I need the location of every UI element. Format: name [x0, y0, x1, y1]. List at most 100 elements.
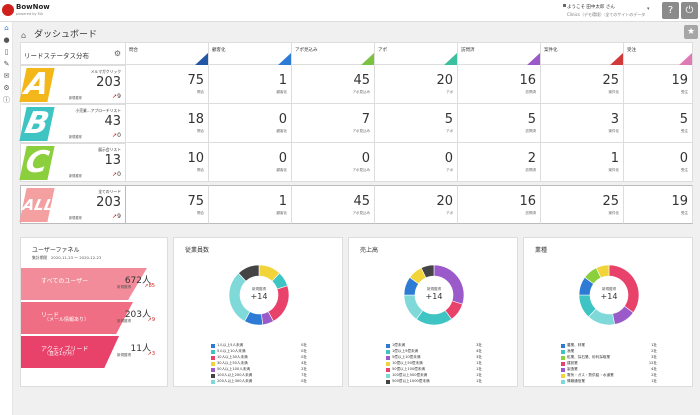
legend-item[interactable]: 5人以上10人未満 0社	[211, 349, 307, 355]
column-header-2[interactable]: アポ見込み	[292, 42, 375, 66]
gear-icon[interactable]: ⚙	[113, 49, 121, 58]
legend-item[interactable]: 1億以上5億未満 4社	[386, 349, 482, 355]
column-header-label: アポ見込み	[295, 48, 318, 53]
funnel-step-value: 672人	[124, 276, 151, 286]
legend-item[interactable]: 鉱業、採石業、砂利採取業 3社	[561, 355, 657, 361]
lead-cell[interactable]: 10 問合	[126, 143, 209, 182]
legend-item[interactable]: 農業、林業 1社	[561, 343, 657, 349]
lead-cell[interactable]: 18 問合	[126, 104, 209, 143]
rank-letter: B	[21, 106, 53, 141]
legend-item[interactable]: 500億以上1000億未満 1社	[386, 379, 482, 385]
lead-cell[interactable]: 0 受注	[624, 143, 693, 182]
document-icon[interactable]: ▯	[4, 48, 9, 56]
rank-badge: A	[19, 67, 55, 102]
donut-chart[interactable]	[174, 238, 344, 343]
lead-cell[interactable]: 25 案件化	[541, 65, 624, 104]
lead-cell[interactable]: 0 顧客化	[209, 104, 292, 143]
legend-item[interactable]: 100億以上500億未満 1社	[386, 373, 482, 379]
lead-row-3-label[interactable]: ALL 全てのリード 203 新規獲得 ➚9	[19, 185, 126, 224]
lead-cell[interactable]: 16 訪問済	[458, 185, 541, 224]
legend-item[interactable]: 情報通信業 1社	[561, 379, 657, 385]
legend-item[interactable]: 1人以上5人未満 0社	[211, 343, 307, 349]
lead-cell[interactable]: 19 受注	[624, 65, 693, 104]
lead-cell[interactable]: 16 訪問済	[458, 65, 541, 104]
funnel-step-delta: ➚3	[148, 351, 155, 357]
legend-swatch	[386, 356, 390, 360]
user-icon[interactable]: ●	[3, 36, 10, 44]
cell-unit-label: 問合	[197, 168, 204, 172]
legend-item[interactable]: 5億以上10億未満 3社	[386, 355, 482, 361]
legend-label: 情報通信業	[567, 379, 585, 383]
legend-value: 4社	[651, 367, 657, 371]
lead-row-2-label[interactable]: C 展示会リスト 13 新規獲得 ➚0	[19, 143, 126, 182]
lead-cell[interactable]: 75 問合	[126, 185, 209, 224]
column-header-1[interactable]: 顧客化	[209, 42, 292, 66]
lead-cell[interactable]: 45 アポ見込み	[292, 185, 375, 224]
legend-item[interactable]: 50億以上100億未満 1社	[386, 367, 482, 373]
lead-cell[interactable]: 0 アポ	[375, 143, 458, 182]
legend-value: 0社	[301, 343, 307, 347]
info-icon[interactable]: ⓘ	[3, 96, 10, 104]
column-header-6[interactable]: 受注	[624, 42, 693, 66]
lead-cell[interactable]: 45 アポ見込み	[292, 65, 375, 104]
donut-slice[interactable]	[595, 264, 610, 279]
column-header-4[interactable]: 訪問済	[458, 42, 541, 66]
lead-cell[interactable]: 5 アポ	[375, 104, 458, 143]
legend-swatch	[386, 380, 390, 384]
edit-icon[interactable]: ✎	[3, 60, 10, 68]
gear-icon[interactable]: ⚙	[3, 84, 10, 92]
legend-item[interactable]: 漁業 2社	[561, 349, 657, 355]
donut-slice[interactable]	[238, 264, 260, 282]
legend-item[interactable]: 30人以上50人未満 4社	[211, 361, 307, 367]
mail-icon[interactable]: ✉	[3, 72, 10, 80]
app-logo[interactable]: BowNow powered by MA	[2, 3, 50, 19]
legend-item[interactable]: 50人以上100人未満 2社	[211, 367, 307, 373]
donut-chart[interactable]	[524, 238, 694, 343]
new-count-value: 0	[117, 132, 121, 139]
column-header-3[interactable]: アポ	[375, 42, 458, 66]
lead-cell[interactable]: 1 案件化	[541, 143, 624, 182]
lead-cell[interactable]: 5 受注	[624, 104, 693, 143]
lead-cell[interactable]: 0 顧客化	[209, 143, 292, 182]
power-button[interactable]: ⏻	[681, 2, 698, 19]
lead-row-1-label[interactable]: B 小売業…アプローチリスト 43 新規獲得 ➚0	[19, 104, 126, 143]
lead-cell[interactable]: 7 アポ見込み	[292, 104, 375, 143]
legend-item[interactable]: 1億未満 3社	[386, 343, 482, 349]
lead-row-0-label[interactable]: A メルマガクリック 203 新規獲得 ➚9	[19, 65, 126, 104]
legend-item[interactable]: 製造業 4社	[561, 367, 657, 373]
legend-item[interactable]: 100人以上200人未満 7社	[211, 373, 307, 379]
lead-cell[interactable]: 1 顧客化	[209, 65, 292, 104]
column-header-5[interactable]: 案件化	[541, 42, 624, 66]
new-label: 新規獲得	[69, 174, 82, 178]
legend-item[interactable]: 電気・ガス・熱供給・水道業 2社	[561, 373, 657, 379]
user-menu[interactable]: ようこそ 田中太郎 さん Clinics（デモ環境）:全てのサイトのデータ ▾	[563, 3, 658, 19]
help-button[interactable]: ?	[662, 2, 679, 19]
column-header-0[interactable]: 問合	[126, 42, 209, 66]
lead-cell[interactable]: 2 訪問済	[458, 143, 541, 182]
lead-cell[interactable]: 1 顧客化	[209, 185, 292, 224]
lead-cell[interactable]: 20 アポ	[375, 185, 458, 224]
legend-item[interactable]: 10人以上30人未満 0社	[211, 355, 307, 361]
donut-slice[interactable]	[420, 264, 435, 279]
favorite-button[interactable]: ★	[684, 25, 698, 39]
legend-swatch	[561, 356, 565, 360]
donut-chart[interactable]	[349, 238, 519, 343]
legend-item[interactable]: 建設業 12社	[561, 361, 657, 367]
lead-cell[interactable]: 0 アポ見込み	[292, 143, 375, 182]
lead-cell[interactable]: 20 アポ	[375, 65, 458, 104]
legend-item[interactable]: 200人以上300人未満 0社	[211, 379, 307, 385]
cell-value: 0	[361, 151, 370, 166]
funnel-step[interactable]: アクティブリード （直近1か月） 11人 新規獲得 ➚3	[21, 336, 167, 368]
lead-cell[interactable]: 19 受注	[624, 185, 693, 224]
legend-item[interactable]: 10億以上50億未満 1社	[386, 361, 482, 367]
lead-cell[interactable]: 75 問合	[126, 65, 209, 104]
funnel-step[interactable]: リード （メール情報あり） 203人 新規獲得 ➚9	[21, 302, 167, 334]
funnel-step[interactable]: すべてのユーザー 672人 新規獲得 ➚85	[21, 268, 167, 300]
lead-cell[interactable]: 5 訪問済	[458, 104, 541, 143]
legend-swatch	[211, 356, 215, 360]
lead-cell[interactable]: 3 案件化	[541, 104, 624, 143]
donut-center-value: +14	[250, 292, 268, 301]
donut-slice[interactable]	[415, 309, 453, 326]
home-icon[interactable]: ⌂	[4, 24, 9, 32]
lead-cell[interactable]: 25 案件化	[541, 185, 624, 224]
